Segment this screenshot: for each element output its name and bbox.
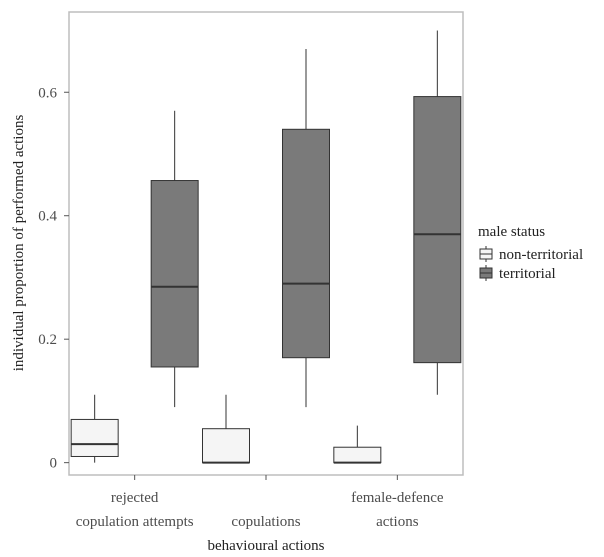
- box-body: [413, 96, 462, 364]
- legend: male status non-territorial territorial: [478, 224, 583, 282]
- box-territorial-1: [282, 49, 330, 408]
- y-tick-label: 0.6: [38, 85, 57, 101]
- y-tick-label: 0.2: [38, 332, 57, 348]
- box-body: [282, 128, 330, 359]
- box-non-territorial-2: [333, 425, 382, 464]
- y-axis: 0 0.2 0.4 0.6: [38, 85, 69, 472]
- box-body: [70, 418, 119, 457]
- box-territorial-2: [413, 30, 462, 395]
- box-non-territorial-0: [70, 394, 119, 463]
- plot-panel: [68, 11, 464, 476]
- box-body: [333, 446, 382, 464]
- legend-label: non-territorial: [499, 247, 583, 263]
- box-territorial-0: [150, 110, 199, 408]
- x-axis-label: behavioural actions: [207, 538, 324, 554]
- x-tick-label: copulations: [231, 514, 300, 530]
- box-body: [202, 428, 250, 464]
- legend-label: territorial: [499, 266, 556, 282]
- box-body: [150, 180, 199, 368]
- legend-title: male status: [478, 224, 545, 240]
- x-tick-label: rejected: [111, 490, 159, 506]
- legend-item-territorial: territorial: [479, 265, 556, 282]
- y-tick-label: 0: [50, 456, 58, 472]
- y-tick-label: 0.4: [38, 209, 57, 225]
- box-non-territorial-1: [202, 394, 250, 464]
- y-axis-label: individual proportion of performed actio…: [11, 115, 27, 372]
- x-axis: rejected copulation attempts copulations fe…: [76, 475, 444, 530]
- boxes-layer: [70, 30, 462, 464]
- legend-item-non-territorial: non-territorial: [479, 246, 583, 263]
- x-tick-label: actions: [376, 514, 419, 530]
- x-tick-label: female-defence: [351, 490, 444, 506]
- x-tick-label: copulation attempts: [76, 514, 194, 530]
